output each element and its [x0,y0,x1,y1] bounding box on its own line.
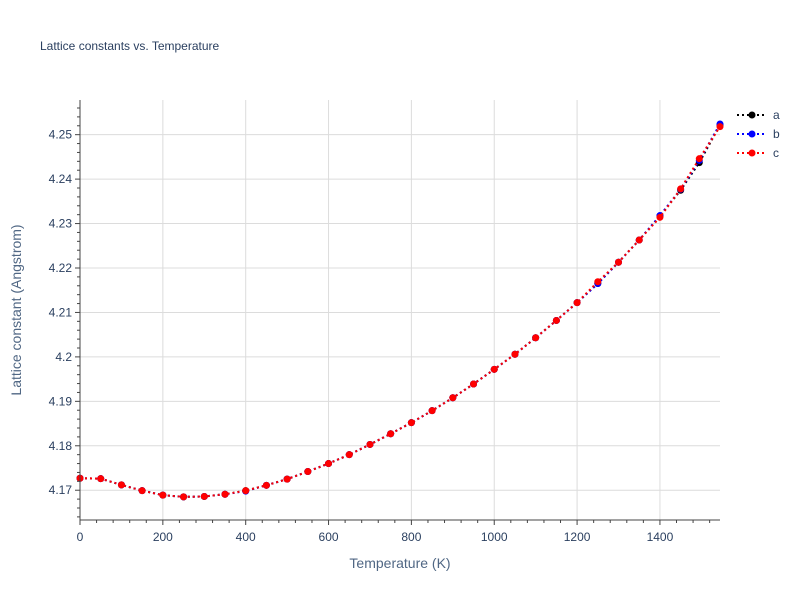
x-tick-label: 1000 [481,530,508,544]
series-c [76,123,724,501]
data-point-c[interactable] [262,481,270,489]
data-point-c[interactable] [677,185,685,193]
data-point-c[interactable] [695,155,703,163]
data-point-c[interactable] [532,334,540,342]
x-tick-label: 600 [319,530,339,544]
data-point-c[interactable] [407,419,415,427]
y-tick-label: 4.2 [55,350,72,364]
data-point-c[interactable] [656,213,664,221]
legend-marker [748,149,756,157]
legend-item-a[interactable]: a [737,108,780,122]
series-line-b [79,123,721,498]
x-tick-label: 400 [236,530,256,544]
data-point-c[interactable] [97,475,105,483]
data-point-c[interactable] [635,236,643,244]
data-point-c[interactable] [470,380,478,388]
data-point-c[interactable] [573,299,581,307]
series-group [76,120,724,501]
grid [80,100,720,520]
x-axis-title: Temperature (K) [349,555,450,571]
data-point-c[interactable] [221,490,229,498]
y-tick-label: 4.18 [49,439,73,453]
data-point-c[interactable] [117,481,125,489]
y-tick-label: 4.19 [49,394,73,408]
legend-label: b [773,127,780,141]
x-tick-label: 800 [401,530,421,544]
series-line-a [79,124,721,498]
data-point-c[interactable] [180,493,188,501]
data-point-c[interactable] [387,430,395,438]
x-tick-label: 200 [153,530,173,544]
data-point-c[interactable] [159,491,167,499]
data-point-c[interactable] [490,365,498,373]
y-axis-title: Lattice constant (Angstrom) [8,224,24,395]
legend-marker [748,111,756,119]
data-point-c[interactable] [200,492,208,500]
legend-item-c[interactable]: c [737,146,779,160]
axes: 0 200 400 600 800 1000 1200 1400 4.17 4.18 4.19 4.2… [49,100,720,544]
data-point-c[interactable] [594,278,602,286]
legend-item-b[interactable]: b [737,127,780,141]
data-point-c[interactable] [449,394,457,402]
y-tick-label: 4.21 [49,305,73,319]
legend[interactable]: abc [737,108,780,160]
data-point-c[interactable] [325,460,333,468]
data-point-c[interactable] [283,475,291,483]
x-tick-label: 1400 [647,530,674,544]
data-point-c[interactable] [716,123,724,131]
y-tick-label: 4.23 [49,217,73,231]
data-point-c[interactable] [428,407,436,415]
x-tick-label: 0 [77,530,84,544]
data-point-c[interactable] [511,350,519,358]
y-tick-label: 4.22 [49,261,73,275]
data-point-c[interactable] [615,258,623,266]
data-point-c[interactable] [138,487,146,495]
x-tick-label: 1200 [564,530,591,544]
legend-label: c [773,146,779,160]
data-point-c[interactable] [242,487,250,495]
series-b [76,120,724,501]
series-line-c [79,126,721,498]
data-point-c[interactable] [552,316,560,324]
y-tick-label: 4.24 [49,172,73,186]
y-tick-label: 4.25 [49,128,73,142]
data-point-c[interactable] [366,440,374,448]
data-point-c[interactable] [304,468,312,476]
legend-label: a [773,108,780,122]
data-point-c[interactable] [345,451,353,459]
legend-marker [748,130,756,138]
y-tick-label: 4.17 [49,483,73,497]
chart-title: Lattice constants vs. Temperature [40,39,220,53]
series-a [76,121,724,501]
